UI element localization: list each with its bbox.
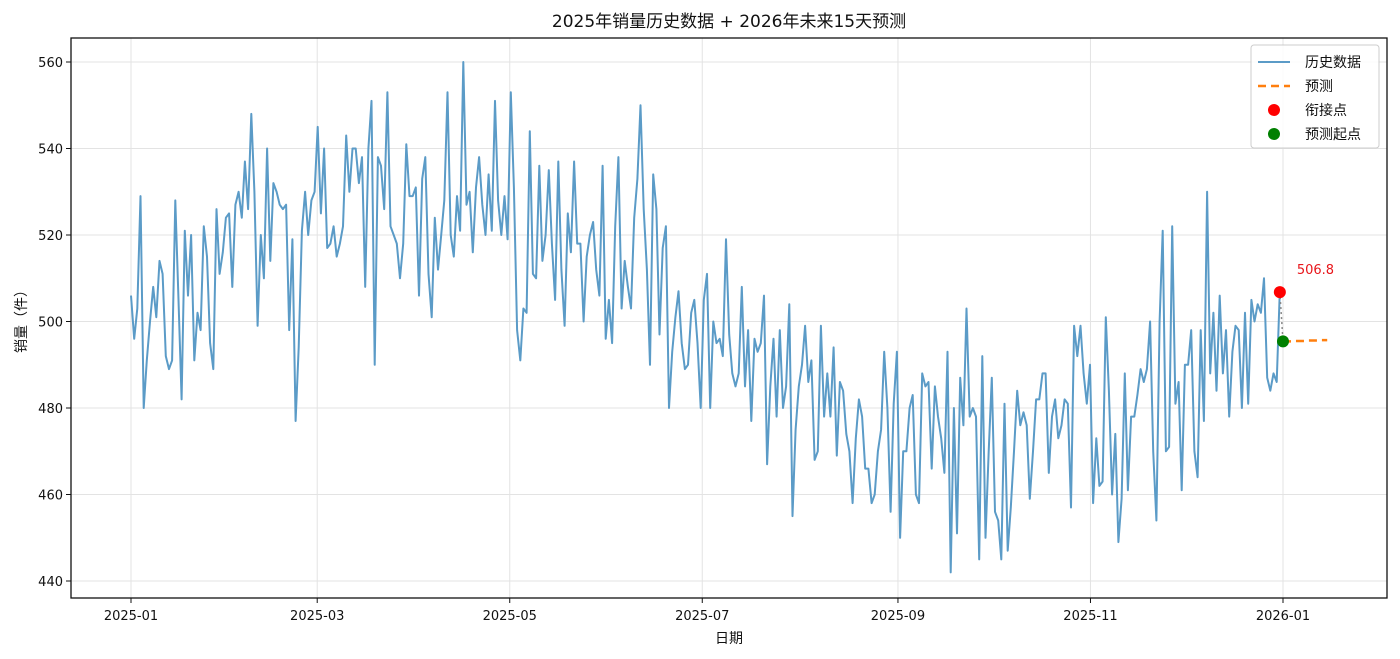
legend-box [1250,44,1380,149]
forecast-series-line [1283,338,1328,343]
legend-red-dot-icon [1268,104,1280,116]
join-point-annotation: 506.8 [1297,263,1334,278]
legend-item-join-point: 衔接点 [1268,102,1347,119]
join-point-marker [1273,286,1286,299]
svg-text:预测起点: 预测起点 [1305,127,1361,143]
x-tick-label: 2025-05 [483,609,537,624]
y-tick-label: 500 [38,316,63,331]
y-tick-label: 480 [38,402,63,417]
y-tick-label: 560 [38,56,63,71]
x-tick-label: 2025-01 [104,609,158,624]
legend: 历史数据 预测 衔接点 预测起点 [1250,44,1380,149]
y-tick-label: 440 [38,575,63,590]
svg-text:历史数据: 历史数据 [1305,55,1361,71]
forecast-start-marker [1277,335,1289,348]
svg-text:预测: 预测 [1305,79,1333,95]
svg-text:衔接点: 衔接点 [1305,102,1347,119]
plot-frame [70,37,1388,599]
x-tick-label: 2026-01 [1256,609,1310,624]
legend-item-history: 历史数据 [1258,55,1361,71]
legend-item-forecast-start: 预测起点 [1268,127,1361,143]
x-axis-label: 日期 [715,631,743,647]
history-series-line [130,61,1281,574]
y-tick-label: 460 [38,489,63,504]
x-tick-label: 2025-07 [675,609,729,624]
legend-green-dot-icon [1268,128,1280,140]
x-tick-label: 2025-03 [290,609,344,624]
x-tick-label: 2025-09 [871,609,925,624]
x-tick-label: 2025-11 [1063,609,1117,624]
y-axis-label: 销量（件） [14,283,30,353]
chart-title: 2025年销量历史数据 + 2026年未来15天预测 [552,12,906,32]
y-axis: 440 460 480 500 520 540 560 [38,56,71,590]
y-tick-label: 540 [38,143,63,158]
x-axis: 2025-01 2025-03 2025-05 2025-07 2025-09 2025-… [104,598,1310,624]
y-tick-label: 520 [38,229,63,244]
grid-lines [71,38,1387,598]
legend-item-forecast: 预测 [1258,79,1333,95]
connector-dotted-line [1279,292,1284,342]
